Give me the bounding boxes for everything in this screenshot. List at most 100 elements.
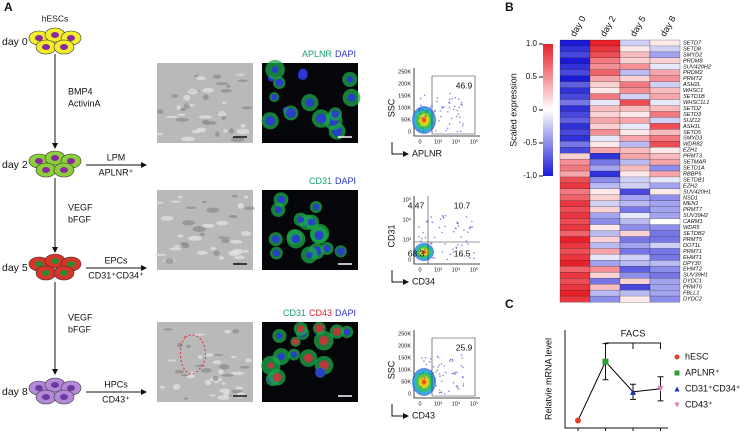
nucleus <box>35 158 43 164</box>
phase-texture <box>217 110 227 117</box>
phase-texture <box>206 207 220 213</box>
event <box>436 355 439 358</box>
stain-word: CD31 <box>283 308 306 318</box>
phase-texture <box>156 132 164 136</box>
gene-label: EZH2 <box>683 183 698 189</box>
event <box>420 385 422 388</box>
heatmap-cell <box>649 289 681 297</box>
event <box>424 251 427 254</box>
heatmap-cell <box>649 105 681 112</box>
event <box>426 110 429 112</box>
gene-label: PRMT3 <box>683 154 703 160</box>
phase-texture <box>226 84 231 88</box>
event <box>452 230 455 233</box>
heatmap-cell <box>589 284 621 291</box>
gate-value: 10.7 <box>454 200 471 210</box>
event <box>459 130 462 132</box>
y-axis-label: Relatvie mRNA level <box>543 338 553 420</box>
day-label: day 0 <box>2 36 28 48</box>
phase-texture <box>237 79 248 83</box>
event <box>436 100 438 103</box>
heatmap-cell <box>619 212 651 219</box>
nucleus <box>42 394 50 400</box>
phase-texture <box>221 115 226 121</box>
gate-value: 25.9 <box>456 342 473 352</box>
gene-label: SETD3 <box>683 112 702 118</box>
event <box>433 122 436 125</box>
event <box>460 354 463 356</box>
event <box>429 106 432 109</box>
phase-texture <box>202 87 214 93</box>
event <box>435 384 438 387</box>
legend-marker <box>674 370 680 376</box>
heatmap-cell <box>559 57 591 65</box>
flow-y-tick: 150K <box>398 355 411 361</box>
heatmap-cell <box>649 242 681 249</box>
heatmap-cell <box>559 170 591 178</box>
heatmap-cell <box>649 266 681 273</box>
event <box>450 117 453 120</box>
event <box>473 252 475 254</box>
heatmap-cell <box>619 224 651 231</box>
legend-marker <box>674 402 680 408</box>
gene-label: EZH1 <box>683 148 697 154</box>
heatmap-cell <box>559 69 591 77</box>
phase-texture <box>163 328 173 331</box>
event <box>439 110 442 112</box>
nucleus <box>67 385 75 391</box>
event <box>451 360 454 363</box>
event <box>433 257 436 259</box>
legend-label: hESC <box>685 351 709 361</box>
gene-label: SETDB1 <box>683 177 705 183</box>
panel-label: B <box>505 0 514 14</box>
nucleus <box>42 167 50 173</box>
fluor-nucleus <box>272 372 282 382</box>
phase-texture <box>181 136 196 142</box>
event <box>461 125 464 127</box>
event <box>422 130 425 132</box>
heatmap-cell <box>649 272 681 279</box>
phase-texture <box>218 236 231 239</box>
heatmap-cell <box>559 194 591 202</box>
gene-label: SUV39H2 <box>683 213 709 219</box>
treatment: BMP4 <box>68 86 93 96</box>
phase-texture <box>183 103 190 109</box>
phase-texture <box>199 232 205 237</box>
event <box>452 108 455 111</box>
event <box>453 105 456 108</box>
flow-y-tick: 0 <box>408 129 411 135</box>
heatmap-cell <box>649 176 681 184</box>
event <box>456 387 459 389</box>
flow-y-tick: 0 <box>408 257 411 263</box>
event <box>418 129 421 132</box>
nucleus <box>51 155 59 161</box>
event <box>438 364 441 366</box>
heatmap-cell <box>589 111 621 118</box>
gene-label: SETMAR <box>683 160 706 166</box>
phase-texture <box>197 354 203 360</box>
event <box>435 371 437 373</box>
heatmap-cell <box>589 57 621 65</box>
event <box>442 217 445 219</box>
fluor-nucleus <box>277 195 285 204</box>
colorbar <box>543 44 553 176</box>
flow-x-tick: 10⁴ <box>452 138 461 145</box>
phase-texture <box>222 101 227 105</box>
nucleus <box>42 44 50 50</box>
heatmap-cell <box>619 182 651 190</box>
phase-texture <box>159 385 166 389</box>
heatmap-cell <box>559 284 591 291</box>
heatmap-cell <box>619 248 651 255</box>
fluor-nucleus <box>306 251 313 259</box>
gene-label: RBBP5 <box>683 171 702 177</box>
fluor-nucleus <box>290 351 297 358</box>
population-marker: CD43⁺ <box>102 394 130 404</box>
heatmap-cell <box>649 99 681 106</box>
heatmap-cell <box>559 81 591 88</box>
treatment: ActivinA <box>68 98 101 108</box>
heatmap-cell <box>589 200 621 208</box>
flow-x-tick: 10⁵ <box>470 266 478 273</box>
event <box>424 236 427 239</box>
axes <box>564 330 668 429</box>
fluor-nucleus <box>277 353 285 361</box>
